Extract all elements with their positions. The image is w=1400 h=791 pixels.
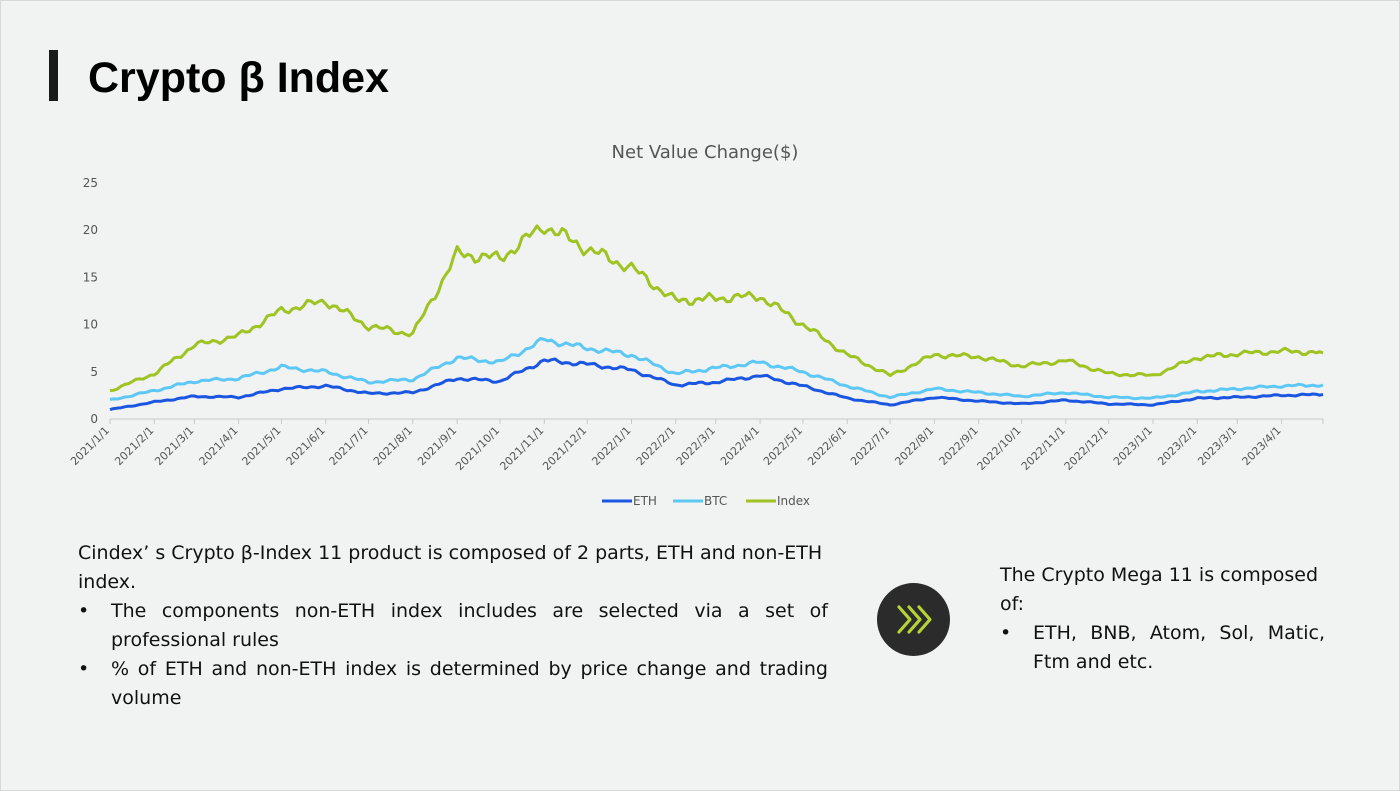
- chart-title: Net Value Change($): [612, 142, 799, 163]
- title-accent-bar: [49, 50, 58, 101]
- y-tick-label: 0: [90, 412, 98, 426]
- x-tick-label: 2023/1/1: [1111, 424, 1155, 468]
- x-tick-label: 2022/5/1: [761, 424, 805, 468]
- x-tick-label: 2022/4/1: [718, 424, 762, 468]
- bullet-dot: •: [78, 658, 90, 680]
- x-tick-label: 2021/6/1: [284, 424, 328, 468]
- bullet-text: The components non-ETH index includes ar…: [111, 600, 828, 651]
- series-lines: [109, 224, 1324, 412]
- x-tick-label: 2021/3/1: [152, 424, 196, 468]
- x-tick-label: 2022/2/1: [634, 424, 678, 468]
- x-tick-label: 2023/3/1: [1195, 424, 1239, 468]
- x-tick-label: 2022/3/1: [674, 424, 718, 468]
- bullet-dot: •: [78, 600, 90, 622]
- description-bullets: • The components non-ETH index includes a…: [78, 597, 828, 713]
- x-tick-label: 2021/7/1: [327, 424, 371, 468]
- y-tick-label: 25: [83, 176, 98, 190]
- x-tick-label: 2023/2/1: [1155, 424, 1199, 468]
- description-bullet: • The components non-ETH index includes a…: [78, 597, 828, 655]
- x-tick-label: 2021/8/1: [371, 424, 415, 468]
- triple-chevron-right-icon: [897, 605, 932, 634]
- bullet-text: ETH, BNB, Atom, Sol, Matic, Ftm and etc.: [1033, 622, 1325, 673]
- legend-label-eth: ETH: [633, 494, 657, 508]
- x-tick-label: 2021/10/1: [453, 424, 502, 473]
- composition-bullets: • ETH, BNB, Atom, Sol, Matic, Ftm and etc…: [1000, 619, 1325, 677]
- x-tick-label: 2021/9/1: [415, 424, 459, 468]
- x-tick-label: 2022/12/1: [1062, 424, 1111, 473]
- y-tick-label: 15: [83, 270, 98, 284]
- composition-panel: The Crypto Mega 11 is composed of: • ETH,…: [1000, 561, 1325, 677]
- legend-label-btc: BTC: [704, 494, 727, 508]
- legend: ETH BTC Index: [602, 494, 810, 508]
- y-tick-label: 5: [90, 365, 98, 379]
- bullet-dot: •: [1000, 622, 1012, 644]
- x-tick-label: 2022/8/1: [892, 424, 936, 468]
- y-axis: 0 5 10 15 20 25: [83, 176, 98, 426]
- page-title: Crypto β Index: [88, 54, 389, 102]
- composition-heading: The Crypto Mega 11 is composed of:: [1000, 564, 1319, 615]
- x-tick-label: 2021/11/1: [497, 424, 546, 473]
- x-tick-label: 2022/10/1: [975, 424, 1024, 473]
- x-tick-label: 2022/11/1: [1019, 424, 1068, 473]
- series-line-index: [109, 224, 1324, 393]
- series-line-btc: [109, 337, 1324, 401]
- x-tick-label: 2022/1/1: [589, 424, 633, 468]
- description: Cindex’ s Crypto β-Index 11 product is c…: [78, 539, 828, 713]
- x-tick-label: 2023/4/1: [1240, 424, 1284, 468]
- composition-bullet: • ETH, BNB, Atom, Sol, Matic, Ftm and etc…: [1000, 619, 1325, 677]
- y-tick-label: 10: [83, 318, 98, 332]
- x-tick-label: 2021/5/1: [239, 424, 283, 468]
- x-tick-label: 2021/2/1: [112, 424, 156, 468]
- y-tick-label: 20: [83, 223, 98, 237]
- x-tick-label: 2022/9/1: [937, 424, 981, 468]
- x-tick-label: 2021/12/1: [540, 424, 589, 473]
- description-intro: Cindex’ s Crypto β-Index 11 product is c…: [78, 542, 823, 593]
- bullet-text: % of ETH and non-ETH index is determined…: [111, 658, 828, 709]
- x-tick-label: 2021/1/1: [68, 424, 112, 468]
- x-tick-label: 2022/7/1: [848, 424, 892, 468]
- description-bullet: • % of ETH and non-ETH index is determine…: [78, 655, 828, 713]
- legend-label-index: Index: [777, 494, 810, 508]
- next-arrow-button[interactable]: [877, 583, 950, 656]
- series-line-eth: [109, 357, 1324, 412]
- x-tick-label: 2021/4/1: [197, 424, 241, 468]
- x-tick-label: 2022/6/1: [805, 424, 849, 468]
